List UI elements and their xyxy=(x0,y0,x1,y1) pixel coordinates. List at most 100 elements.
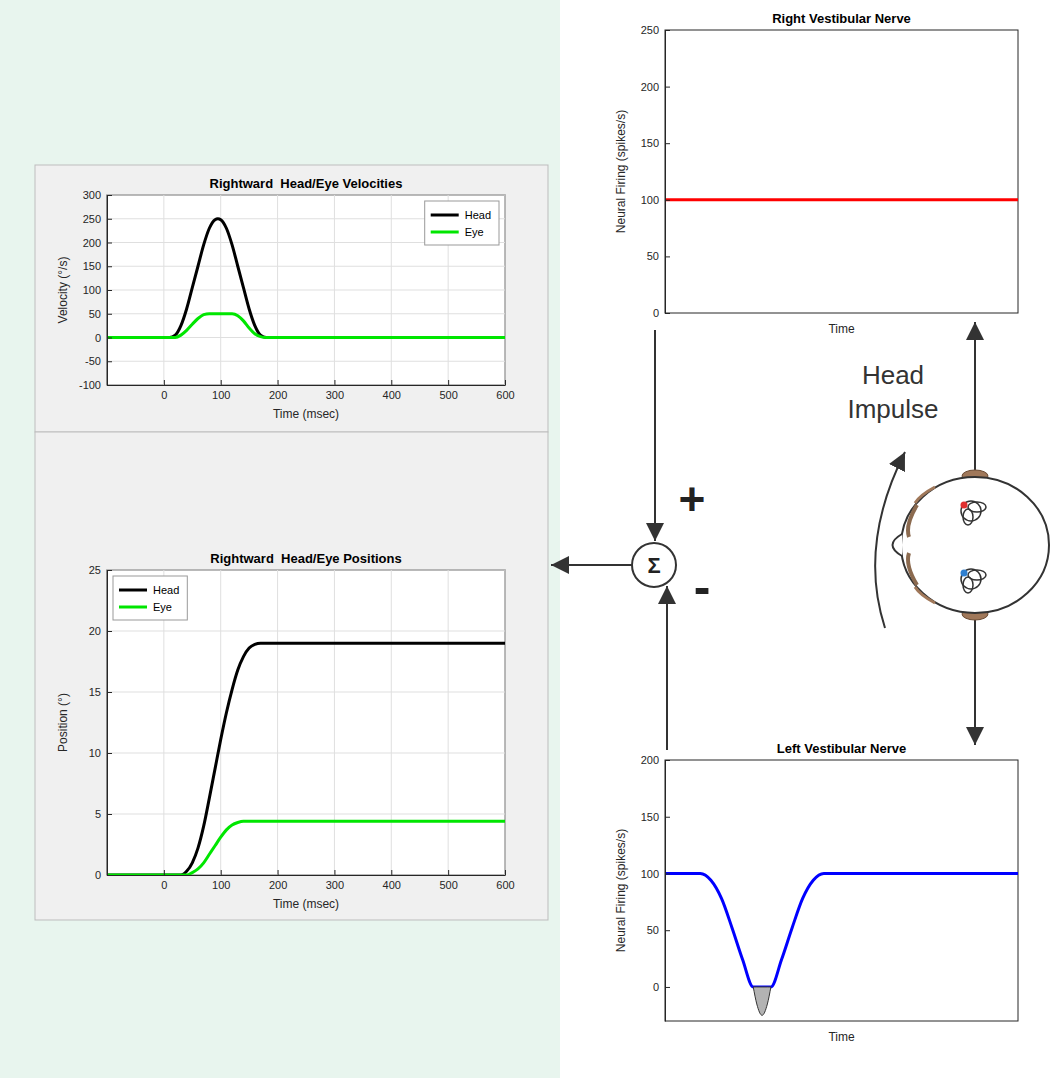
marks xyxy=(107,643,505,875)
tick-mark xyxy=(107,338,112,339)
tick-label: 10 xyxy=(89,747,101,759)
chart-title: Left Vestibular Nerve xyxy=(777,741,906,756)
tick-label: 0 xyxy=(653,307,659,319)
chart-title: Rightward Head/Eye Positions xyxy=(210,551,401,566)
tick-label: 400 xyxy=(383,879,401,891)
tick: 400 xyxy=(383,380,401,401)
hair xyxy=(908,505,917,537)
tick-label: 600 xyxy=(496,879,514,891)
tick-mark xyxy=(278,380,279,385)
x-axis-title: Time (msec) xyxy=(273,407,339,421)
tick: 250 xyxy=(641,24,670,36)
canal xyxy=(963,509,973,525)
tick-label: 25 xyxy=(89,564,101,576)
tick-label: 600 xyxy=(496,389,514,401)
face xyxy=(901,477,1049,613)
arrow xyxy=(875,452,905,628)
grid-line xyxy=(107,570,505,571)
grid-line xyxy=(107,313,505,314)
tick: 50 xyxy=(647,250,670,262)
chart-title: Rightward Head/Eye Velocities xyxy=(210,176,403,191)
axis-line xyxy=(665,761,666,1022)
axis-line xyxy=(107,571,108,876)
canals xyxy=(961,569,987,593)
tick: 300 xyxy=(83,189,112,201)
tick: 0 xyxy=(653,981,670,993)
arrow xyxy=(654,330,656,541)
tick: 0 xyxy=(161,870,167,891)
plot-frame xyxy=(107,195,505,385)
canal xyxy=(963,577,973,593)
tick-label: 50 xyxy=(647,924,659,936)
hair xyxy=(915,587,935,603)
plus-sign: + xyxy=(679,473,706,525)
grid-line xyxy=(505,570,506,875)
tick: 50 xyxy=(647,924,670,936)
tick: 100 xyxy=(83,284,112,296)
tick-mark xyxy=(107,361,112,362)
tick-label: 200 xyxy=(641,81,659,93)
legend-label: Eye xyxy=(465,226,484,238)
legend: HeadEye xyxy=(113,576,187,620)
tick-label: 100 xyxy=(83,284,101,296)
tick-label: 0 xyxy=(95,332,101,344)
tick: 150 xyxy=(641,811,670,823)
plot-frame xyxy=(665,760,1018,1021)
tick: 100 xyxy=(212,870,230,891)
tick-mark xyxy=(107,570,112,571)
tick-label: 100 xyxy=(641,194,659,206)
tick-mark xyxy=(107,753,112,754)
minus-sign: - xyxy=(694,559,711,615)
tick-label: 50 xyxy=(89,308,101,320)
grid-line xyxy=(334,570,335,875)
tick-mark xyxy=(107,219,112,220)
tick: 200 xyxy=(641,81,670,93)
tick: 300 xyxy=(326,380,344,401)
tick-label: 300 xyxy=(326,879,344,891)
x-axis-title: Time xyxy=(828,322,855,336)
canals xyxy=(961,501,987,525)
grid-line xyxy=(107,195,505,196)
tick-mark xyxy=(665,817,670,818)
tick-mark xyxy=(278,870,279,875)
tick-mark xyxy=(107,266,112,267)
arrow xyxy=(974,322,976,470)
tick: 20 xyxy=(89,625,112,637)
tick: 0 xyxy=(161,380,167,401)
panel xyxy=(35,432,548,920)
grid-line xyxy=(107,631,505,632)
y-axis-title: Velocity (°/s) xyxy=(56,257,70,324)
tick: 600 xyxy=(496,870,514,891)
tick-mark xyxy=(665,930,670,931)
tick-mark xyxy=(107,290,112,291)
y-axis-title: Position (°) xyxy=(56,693,70,752)
tick: 100 xyxy=(212,380,230,401)
tick-mark xyxy=(665,200,670,201)
arrow xyxy=(666,586,668,750)
line xyxy=(107,314,505,338)
grid-line xyxy=(277,570,278,875)
axis-line xyxy=(108,875,506,876)
y-axis: 050100150200250 xyxy=(641,24,670,319)
tick: 200 xyxy=(269,870,287,891)
line xyxy=(665,873,1018,986)
legend-swatch xyxy=(119,589,147,592)
grid-line xyxy=(107,692,505,693)
tick-mark xyxy=(164,380,165,385)
diagram: Σ+-HeadImpulse xyxy=(551,322,1049,750)
background xyxy=(0,0,560,1078)
tick: 25 xyxy=(89,564,112,576)
tick-mark xyxy=(107,631,112,632)
grid-line xyxy=(107,814,505,815)
legend-label: Head xyxy=(465,209,491,221)
tick: -50 xyxy=(85,355,112,367)
chart: 050100150200250Right Vestibular NerveTim… xyxy=(614,11,1018,336)
legend-label: Head xyxy=(153,584,179,596)
tick-mark xyxy=(505,380,506,385)
tick-mark xyxy=(665,760,670,761)
tick: 50 xyxy=(89,308,112,320)
tick-mark xyxy=(665,987,670,988)
tick-label: 200 xyxy=(269,879,287,891)
tick-mark xyxy=(665,143,670,144)
panel xyxy=(35,165,548,432)
